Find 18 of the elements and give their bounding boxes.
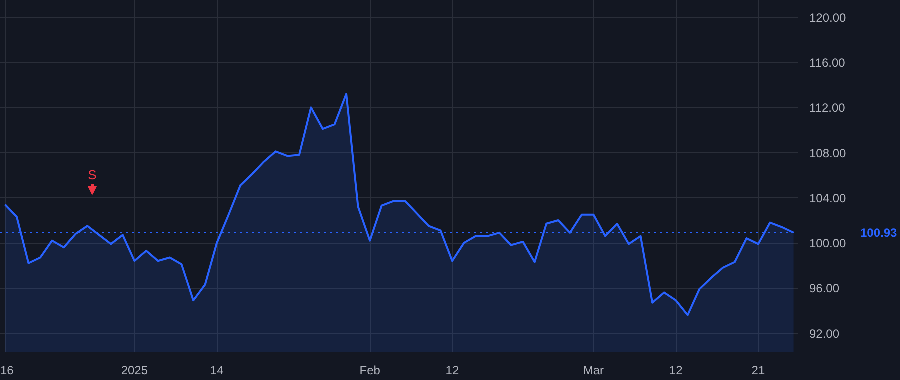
x-tick-label: 12 <box>446 364 460 378</box>
y-tick-label: 96.00 <box>810 282 840 296</box>
ref-line-label: 100.93 <box>860 226 898 240</box>
y-tick-label: 92.00 <box>810 326 840 341</box>
y-tick-label: 116.00 <box>810 56 846 70</box>
y-tick-label: 104.00 <box>810 191 847 206</box>
x-tick-label: 16 <box>0 364 14 378</box>
x-tick-label: 2025 <box>121 364 148 378</box>
x-tick-label: 14 <box>210 364 224 378</box>
x-tick-label: Mar <box>583 364 604 378</box>
x-tick-label: 12 <box>669 364 684 378</box>
y-tick-label: 100.00 <box>810 236 847 251</box>
x-tick-label: Feb <box>360 364 381 378</box>
annotation: S <box>88 168 98 182</box>
y-tick-label: 120.00 <box>810 10 847 25</box>
x-tick-label: 21 <box>752 364 766 378</box>
y-tick-label: 112.00 <box>810 101 846 116</box>
y-tick-label: 108.00 <box>810 146 847 160</box>
